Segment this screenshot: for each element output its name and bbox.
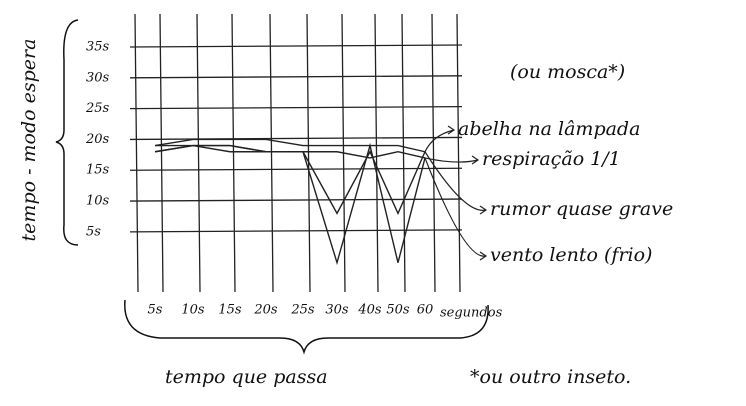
y-tick-label: 25s xyxy=(85,101,110,116)
y-brace xyxy=(56,20,78,245)
y-tick-label: 30s xyxy=(86,70,110,85)
grid-line xyxy=(375,14,378,292)
grid-line xyxy=(232,14,235,292)
grid-line xyxy=(130,230,462,232)
series-line xyxy=(155,146,425,263)
x-tick-label: 60 xyxy=(417,303,434,318)
grid-line xyxy=(135,14,138,292)
annotation: (ou mosca*) xyxy=(510,61,625,83)
grid-line xyxy=(130,76,462,78)
grid-line xyxy=(130,199,462,201)
y-tick-label: 5s xyxy=(86,224,101,239)
x-tick-label: 10s xyxy=(181,303,205,318)
grid-line xyxy=(457,14,460,292)
legend-label: rumor quase grave xyxy=(490,198,673,220)
legend-arrow xyxy=(425,126,454,152)
page: {"chart_data": { "type": "line", "ylabel… xyxy=(0,0,746,406)
grid-line xyxy=(432,14,435,292)
y-tick-label: 35s xyxy=(86,39,110,54)
grid-line xyxy=(130,45,462,47)
x-tick-label: 5s xyxy=(148,303,163,318)
y-axis-label: tempo - modo espera xyxy=(18,39,40,242)
grid-line xyxy=(307,14,310,292)
grid-line xyxy=(130,107,462,109)
x-unit-label: segundos xyxy=(440,306,503,321)
y-tick-label: 10s xyxy=(86,194,110,209)
x-tick-label: 15s xyxy=(218,303,242,318)
grid-line xyxy=(197,14,200,292)
legend-label: respiração 1/1 xyxy=(482,148,621,170)
x-tick-label: 40s xyxy=(357,303,382,318)
x-tick-label: 20s xyxy=(253,303,278,318)
y-tick-label: 20s xyxy=(85,132,110,147)
x-tick-label: 25s xyxy=(290,303,315,318)
legend-label: vento lento (frio) xyxy=(490,244,652,266)
chart: tempo - modo espera tempo que passa segu… xyxy=(0,0,746,406)
y-tick-label: 15s xyxy=(86,163,110,178)
x-axis-label: tempo que passa xyxy=(165,366,328,388)
x-tick-label: 30s xyxy=(325,303,349,318)
grid-line xyxy=(130,137,462,139)
legend-label: abelha na lâmpada xyxy=(458,118,640,140)
x-tick-label: 50s xyxy=(386,303,410,318)
series-line xyxy=(155,146,425,214)
grid-line xyxy=(160,14,163,292)
annotation: *ou outro inseto. xyxy=(470,366,631,388)
grid-line xyxy=(270,14,273,292)
grid-line xyxy=(130,168,462,170)
